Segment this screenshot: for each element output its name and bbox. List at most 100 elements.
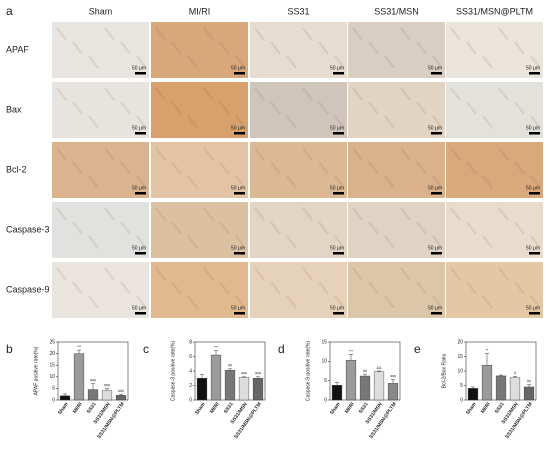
y-axis-label: Bcl-2/Bax Ratio [441, 354, 447, 389]
texture [286, 175, 297, 189]
bar [59, 395, 71, 401]
micrograph [52, 82, 149, 138]
texture [432, 295, 443, 309]
micrograph [446, 22, 543, 78]
texture [254, 207, 265, 221]
scale-bar [529, 132, 540, 135]
x-tick-label: SS31/MSN@PLTM [96, 401, 125, 440]
texture [432, 115, 443, 129]
scale-bar-label: 50 μm [231, 185, 245, 191]
scale-bar-label: 50 μm [330, 305, 344, 311]
micrograph [151, 22, 248, 78]
x-tick-label: SS31/MSN@PLTM [233, 401, 262, 440]
texture [120, 161, 131, 175]
texture [416, 161, 427, 175]
texture [498, 207, 509, 221]
scale-bar [333, 252, 344, 255]
texture [171, 281, 182, 295]
bar [509, 377, 521, 401]
texture [400, 147, 411, 161]
y-tick-label: 0 [52, 397, 55, 403]
scale-bar-label: 50 μm [231, 125, 245, 131]
x-tick-label: SS31/MSN@PLTM [504, 401, 533, 440]
bar [252, 378, 264, 401]
scale-bar [333, 132, 344, 135]
scale-bar-label: 50 μm [526, 245, 540, 251]
scale-bar-label: 50 μm [330, 125, 344, 131]
scale-bar-label: 50 μm [526, 305, 540, 311]
micrograph [52, 262, 149, 318]
micrograph [348, 142, 445, 198]
significance: ### [255, 372, 261, 376]
texture [286, 115, 297, 129]
texture [498, 27, 509, 41]
scale-bar [529, 72, 540, 75]
significance: ### [390, 374, 396, 378]
texture [466, 101, 477, 115]
y-axis-label: APAF positive rate(%) [33, 346, 39, 395]
y-tick-label: 25 [49, 339, 55, 345]
texture [171, 161, 182, 175]
micrograph [250, 262, 347, 318]
y-tick-label: 5 [324, 378, 327, 384]
texture [155, 147, 166, 161]
significance: ### [118, 389, 124, 393]
scale-bar [431, 312, 442, 315]
texture [530, 175, 541, 189]
row-label: Caspase-3 [6, 224, 50, 234]
bar [331, 385, 343, 401]
texture [56, 27, 67, 41]
texture [514, 281, 525, 295]
texture [530, 295, 541, 309]
y-tick-label: 0 [189, 397, 192, 403]
error-bar [77, 349, 81, 354]
texture [104, 267, 115, 281]
texture [56, 267, 67, 281]
scale-bar-label: 50 μm [428, 65, 442, 71]
error-bar [200, 374, 204, 379]
y-tick-label: 8 [189, 339, 192, 345]
texture [203, 27, 214, 41]
texture [318, 221, 329, 235]
micrograph [52, 202, 149, 258]
significance: ## [363, 369, 367, 373]
texture [187, 295, 198, 309]
texture [286, 235, 297, 249]
texture [171, 41, 182, 55]
error-bar [377, 370, 381, 372]
scale-bar [431, 252, 442, 255]
scale-bar-label: 50 μm [231, 245, 245, 251]
x-tick-label: SS31 [223, 401, 235, 415]
y-tick-label: 20 [457, 339, 463, 345]
micrograph [446, 202, 543, 258]
error-bar [91, 383, 95, 390]
panel-label: d [278, 342, 285, 356]
texture [88, 175, 99, 189]
texture [352, 27, 363, 41]
error-bar [242, 376, 246, 378]
texture [219, 101, 230, 115]
texture [187, 55, 198, 69]
micrograph [151, 202, 248, 258]
texture [72, 101, 83, 115]
y-tick-label: 6 [189, 354, 192, 360]
x-tick-label: MI/RI [209, 401, 221, 415]
bar [196, 378, 208, 401]
scale-bar [529, 252, 540, 255]
error-bar [471, 386, 475, 389]
texture [416, 101, 427, 115]
column-header: SS31/MSN [374, 6, 419, 16]
error-bar [119, 393, 123, 396]
y-tick-label: 0 [324, 397, 327, 403]
texture [432, 175, 443, 189]
scale-bar [234, 252, 245, 255]
texture [155, 87, 166, 101]
texture [530, 115, 541, 129]
x-tick-label: Sham [329, 401, 342, 416]
texture [384, 295, 395, 309]
texture [56, 87, 67, 101]
y-tick-label: 10 [457, 368, 463, 374]
texture [104, 27, 115, 41]
texture [120, 281, 131, 295]
scale-bar [431, 72, 442, 75]
